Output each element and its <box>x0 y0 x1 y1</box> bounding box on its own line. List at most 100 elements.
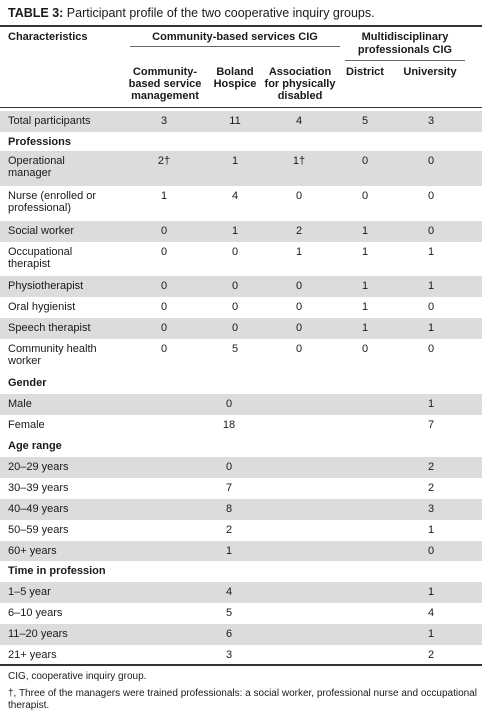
row-label: 6–10 years <box>8 607 62 619</box>
cell-value: 0 <box>160 280 168 292</box>
cell-value: 1 <box>361 280 369 292</box>
cell-value: 0 <box>427 225 435 237</box>
row-label: Gender <box>8 377 47 389</box>
row-label: 21+ years <box>8 649 57 661</box>
cell-value: 1 <box>295 246 303 258</box>
header-multidisciplinary-line2: professionals CIG <box>357 44 453 56</box>
row-label: 20–29 years <box>8 461 69 473</box>
cell-value: 7 <box>225 482 233 494</box>
table-row: Occupational therapist 0 0 1 1 1 <box>0 242 482 276</box>
cell-value: 4 <box>225 586 233 598</box>
col1-line1: Community- <box>132 66 198 78</box>
row-label-line: Speech therapist <box>8 322 91 334</box>
row-label-line: Time in profession <box>8 565 106 577</box>
row-label-line: 30–39 years <box>8 482 69 494</box>
cell-value: 1 <box>361 322 369 334</box>
column-header-university: University <box>403 66 457 78</box>
cell-value: 1 <box>361 301 369 313</box>
cell-value: 0 <box>160 322 168 334</box>
cell-value: 2 <box>427 482 435 494</box>
bottom-rule <box>0 664 482 666</box>
col2-line1: Boland <box>216 66 254 78</box>
cell-value: 6 <box>225 628 233 640</box>
col2-line2: Hospice <box>213 78 257 90</box>
row-label-line: Female <box>8 419 45 431</box>
cell-value: 0 <box>225 461 233 473</box>
row-label-line: 60+ years <box>8 545 57 557</box>
row-label-line: Gender <box>8 377 47 389</box>
row-label-line: worker <box>8 355 42 367</box>
cell-value: 0 <box>231 301 239 313</box>
cell-value: 0 <box>160 246 168 258</box>
cell-value: 5 <box>231 343 239 355</box>
row-label: Male <box>8 398 32 410</box>
cell-value: 4 <box>295 115 303 127</box>
row-label: Total participants <box>8 115 91 127</box>
row-label-line: therapist <box>8 258 51 270</box>
row-label: Speech therapist <box>8 322 91 334</box>
cell-value: 2† <box>157 155 171 167</box>
cell-value: 1 <box>225 545 233 557</box>
row-label-line: Oral hygienist <box>8 301 76 313</box>
cell-value: 5 <box>361 115 369 127</box>
cell-value: 2 <box>427 461 435 473</box>
cell-value: 0 <box>295 343 303 355</box>
cell-value: 0 <box>361 343 369 355</box>
row-label: Community health worker <box>8 343 97 367</box>
cell-value: 0 <box>295 280 303 292</box>
cell-value: 0 <box>231 246 239 258</box>
top-rule <box>0 25 482 27</box>
row-label-line: manager <box>8 167 52 179</box>
col1-line3: management <box>131 90 199 102</box>
col1-line2: based service <box>128 78 202 90</box>
table-row: 6–10 years 5 4 <box>0 603 482 624</box>
row-label-line: 21+ years <box>8 649 57 661</box>
row-label: Female <box>8 419 45 431</box>
cell-value: 0 <box>427 545 435 557</box>
cell-value: 0 <box>295 190 303 202</box>
row-label-line: Male <box>8 398 32 410</box>
row-label-line: 11–20 years <box>8 628 68 640</box>
row-label: Oral hygienist <box>8 301 75 313</box>
cell-value: 0 <box>361 190 369 202</box>
col3-line3: disabled <box>277 90 323 102</box>
row-label: Nurse (enrolled or professional) <box>8 190 96 214</box>
cell-value: 0 <box>160 343 168 355</box>
table-row: Total participants 3 11 4 5 3 <box>0 111 482 132</box>
cell-value: 0 <box>427 301 435 313</box>
row-label: Age range <box>8 440 62 452</box>
header-rule <box>0 107 482 108</box>
row-label-line: Community health <box>8 343 97 355</box>
table-row: 11–20 years 6 1 <box>0 624 482 645</box>
row-label: Time in profession <box>8 565 106 577</box>
table-row: 30–39 years 7 2 <box>0 478 482 499</box>
community-group-underline <box>130 46 340 47</box>
row-label: Operational manager <box>8 155 65 179</box>
cell-value: 0 <box>361 155 369 167</box>
row-label-line: Nurse (enrolled or <box>8 190 97 202</box>
cell-value: 2 <box>225 524 233 536</box>
cell-value: 2 <box>295 225 303 237</box>
row-label-line: Operational <box>8 155 65 167</box>
cell-value: 0 <box>225 398 233 410</box>
row-label-line: 20–29 years <box>8 461 69 473</box>
row-label: 50–59 years <box>8 524 69 536</box>
row-label-line: Age range <box>8 440 62 452</box>
section-header-row: Time in profession <box>0 561 482 582</box>
row-label-line: Occupational <box>8 246 73 258</box>
multidisciplinary-group-underline <box>345 60 465 61</box>
table-row: Community health worker 0 5 0 0 0 <box>0 339 482 373</box>
header-characteristics: Characteristics <box>8 31 88 43</box>
table-number: TABLE 3: <box>8 6 64 20</box>
row-label-line: 6–10 years <box>8 607 63 619</box>
table-row: Operational manager 2† 1 1† 0 0 <box>0 151 482 186</box>
cell-value: 4 <box>231 190 239 202</box>
row-label-line: professional) <box>8 202 71 214</box>
row-label: Social worker <box>8 225 74 237</box>
row-label-line: Professions <box>8 136 71 148</box>
row-label-line: 1–5 year <box>8 586 51 598</box>
cell-value: 5 <box>225 607 233 619</box>
section-header-row: Gender <box>0 373 482 394</box>
header-multidisciplinary-group: Multidisciplinary professionals CIG <box>345 31 465 57</box>
cell-value: 2 <box>427 649 435 661</box>
